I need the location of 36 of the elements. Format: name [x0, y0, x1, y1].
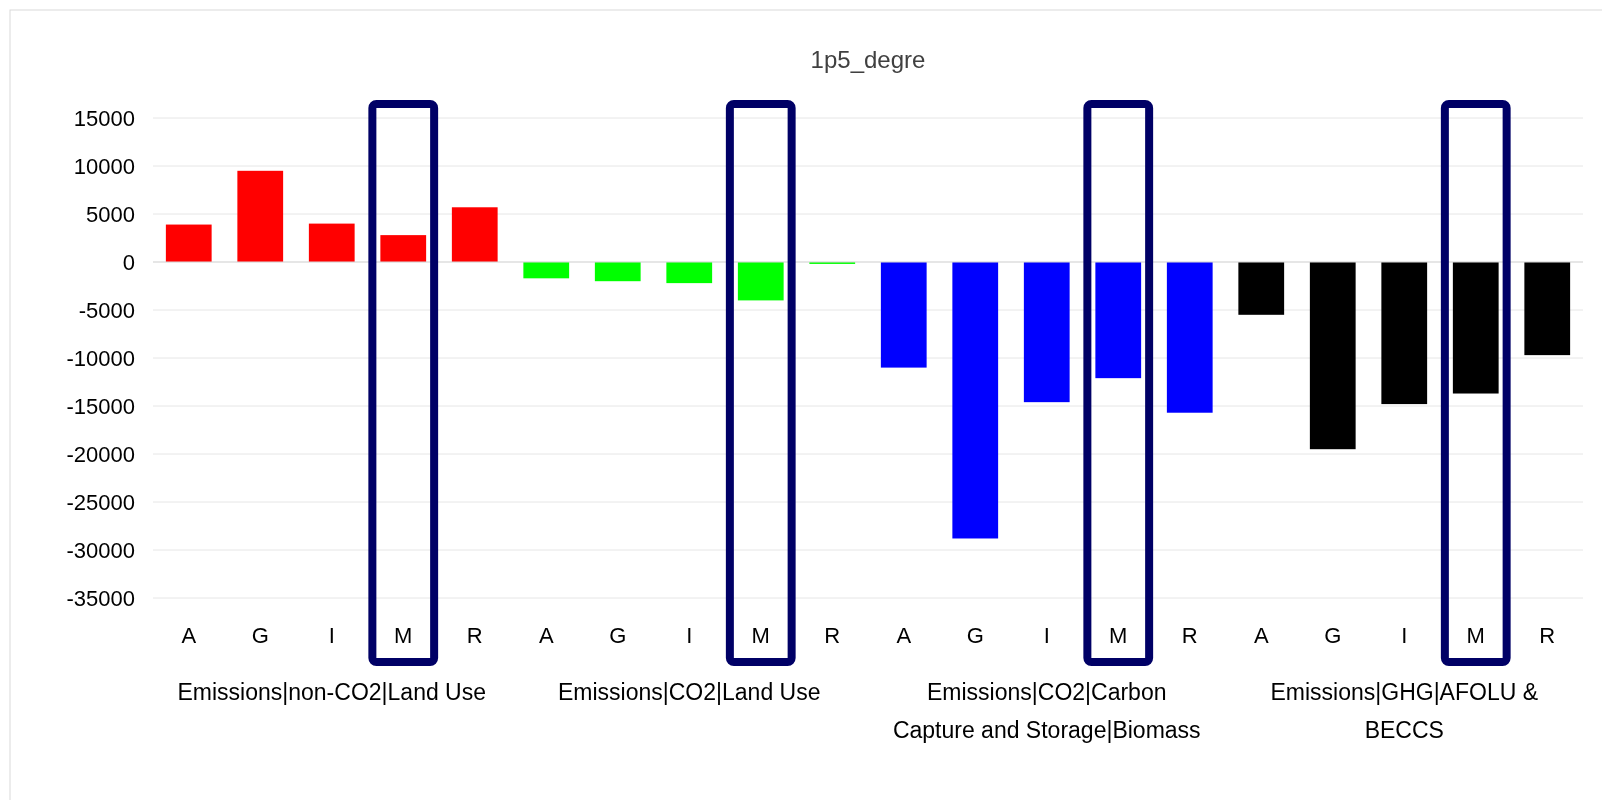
x-tick-label: A [896, 623, 912, 648]
y-tick-label: -10000 [66, 345, 135, 371]
x-tick-label: R [824, 623, 841, 648]
y-tick-label: -15000 [66, 393, 135, 419]
x-tick-label: I [328, 623, 335, 648]
x-tick-label: M [394, 623, 413, 648]
y-tick-label: -25000 [66, 489, 135, 515]
x-tick-label: I [1043, 623, 1050, 648]
x-tick-label: R [1539, 623, 1556, 648]
x-tick-label: G [251, 623, 269, 648]
x-tick-label: G [609, 623, 627, 648]
x-tick-label: A [538, 623, 554, 648]
y-tick-label: -30000 [66, 537, 135, 563]
y-tick-label: 15000 [73, 105, 135, 131]
x-tick-label: A [181, 623, 197, 648]
x-tick-label: I [1401, 623, 1408, 648]
x-tick-label: M [1109, 623, 1128, 648]
y-tick-label: 10000 [73, 153, 135, 179]
y-tick-label: 5000 [86, 201, 135, 227]
x-tick-label: A [1253, 623, 1269, 648]
x-tick-label: I [686, 623, 693, 648]
x-tick-label: R [466, 623, 483, 648]
y-tick-label: 0 [122, 249, 135, 275]
x-tick-label: M [751, 623, 770, 648]
text: Emissions|CO2|Land Use [557, 679, 821, 705]
y-tick-label: -5000 [78, 297, 135, 323]
x-tick-label: G [966, 623, 984, 648]
x-tick-label: R [1181, 623, 1198, 648]
chart-title: 1p5_degre [810, 46, 926, 73]
y-tick-label: -35000 [66, 585, 135, 611]
x-tick-label: M [1466, 623, 1485, 648]
text: Emissions|non-CO2|Land Use [177, 679, 487, 705]
x-tick-label: G [1324, 623, 1342, 648]
y-tick-label: -20000 [66, 441, 135, 467]
text: Emissions|GHG|AFOLU & BECCS [1270, 679, 1539, 743]
text: Emissions|CO2|Carbon Capture and Storage|Biomass [892, 679, 1201, 743]
